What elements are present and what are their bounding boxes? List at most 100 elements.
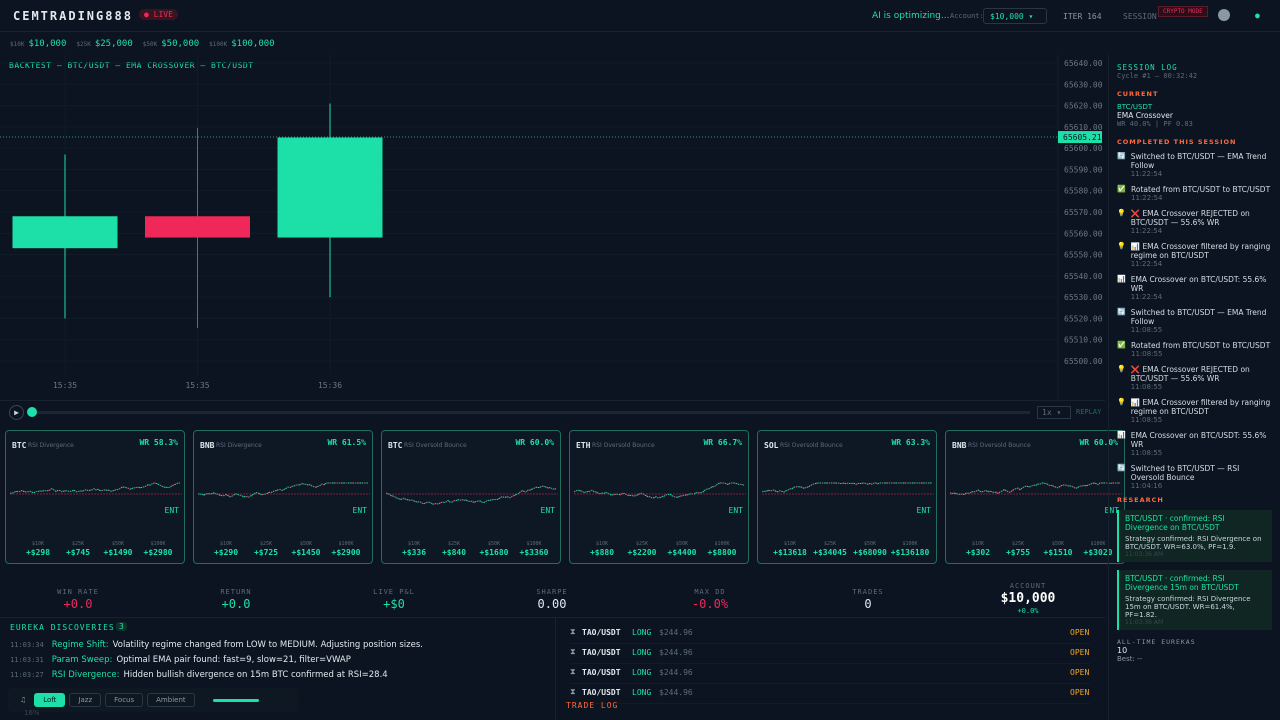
progress-track[interactable]	[30, 411, 1030, 414]
avatar[interactable]	[1218, 9, 1230, 21]
eureka-item: 11:03:31 Param Sweep: Optimal EMA pair fou…	[10, 655, 550, 665]
research-item: BTC/USDT · confirmed: RSI Divergence on …	[1117, 510, 1272, 562]
music-preset[interactable]: Focus	[105, 693, 144, 707]
log-icon: 📊	[1117, 275, 1126, 283]
mode-badge[interactable]: CRYPTO MODE	[1158, 6, 1208, 17]
card-pnl: +$745	[65, 548, 91, 557]
music-preset[interactable]: Jazz	[69, 693, 102, 707]
card-symbol: BNB	[952, 441, 967, 450]
card-level: $10K	[595, 541, 609, 547]
log-text: Rotated from BTC/USDT to BTC/USDT	[1131, 185, 1271, 194]
trade-panel: ⧗ TAO/USDT LONG $244.96 OPEN ⧗ TAO/USDT LONG $24…	[555, 617, 1105, 720]
research-title: BTC/USDT · confirmed: RSI Divergence on …	[1125, 514, 1225, 532]
preset-label: $100K	[209, 41, 228, 48]
eureka-panel: EUREKA DISCOVERIES 3 11:03:34 Regime Shif…	[0, 617, 555, 720]
card-signal: ENT	[916, 506, 931, 515]
log-icon: 📊	[1117, 431, 1126, 439]
strategy-card[interactable]: BTC RSI Oversold Bounce WR 60.0% ENT $10K +$3…	[381, 430, 561, 564]
eureka-item: 11:03:27 RSI Divergence: Hidden bullish di…	[10, 670, 550, 680]
log-icon: 💡	[1117, 209, 1126, 217]
trade-side: LONG	[632, 668, 652, 677]
play-button[interactable]: ▶	[9, 405, 24, 420]
presets: $10K $10,000 $25K $25,000 $50K $50,000 $100K $1…	[10, 39, 285, 49]
preset-value: $10,000	[28, 39, 67, 49]
price-trace	[574, 482, 745, 499]
progress-thumb[interactable]	[27, 407, 37, 417]
strategy-card[interactable]: SOL RSI Oversold Bounce WR 63.3% ENT $10K +$1…	[757, 430, 937, 564]
live-badge: ● LIVE	[139, 9, 178, 20]
strategy-card[interactable]: ETH RSI Oversold Bounce WR 66.7% ENT $10K +$8…	[569, 430, 749, 564]
music-preset[interactable]: Loft	[34, 693, 66, 707]
trade-price: $244.96	[659, 688, 693, 697]
card-strategy: RSI Divergence	[216, 442, 262, 449]
card-pnl: +$34045	[813, 548, 847, 557]
completed-label: COMPLETED THIS SESSION	[1117, 138, 1237, 146]
log-icon: 💡	[1117, 242, 1126, 250]
card-level: $100K	[714, 541, 730, 547]
strategy-card[interactable]: BNB RSI Oversold Bounce WR 60.0% ENT $10K +$3…	[945, 430, 1125, 564]
volume-slider[interactable]	[212, 698, 259, 702]
live-text: LIVE	[153, 10, 173, 19]
log-item: ✅ Rotated from BTC/USDT to BTC/USDT 11:22:…	[1117, 185, 1272, 203]
log-time: 11:04:16	[1130, 482, 1163, 490]
trade-price: $244.96	[659, 648, 693, 657]
y-tick-label: 65540.00	[1064, 272, 1103, 281]
log-text: Switched to BTC/USDT — EMA Trend Follow	[1130, 308, 1267, 326]
research-time: 11:03:36 AM	[1125, 619, 1164, 626]
trade-side: LONG	[632, 688, 652, 697]
log-body: Switched to BTC/USDT — EMA Trend Follow 1…	[1131, 152, 1272, 179]
card-pnl: +$725	[253, 548, 279, 557]
replay[interactable]: REPLAY	[1076, 408, 1102, 416]
card-level: $10K	[31, 541, 45, 547]
account-select[interactable]: $10,000 ▾	[983, 8, 1047, 24]
card-level: $25K	[1011, 541, 1025, 547]
card-pnl: +$880	[589, 548, 615, 557]
log-body: Switched to BTC/USDT — RSI Oversold Boun…	[1131, 464, 1272, 491]
card-pnl: +$336	[401, 548, 427, 557]
card-level: $10K	[971, 541, 985, 547]
card-level: $50K	[299, 541, 313, 547]
card-strategy: RSI Oversold Bounce	[592, 442, 655, 449]
music-preset[interactable]: Ambient	[147, 693, 195, 707]
card-pnl: +$1490	[103, 548, 133, 557]
card-pnl: +$3360	[519, 548, 549, 557]
y-tick-label: 65580.00	[1064, 187, 1103, 196]
sparkline	[198, 482, 370, 498]
log-time: 11:08:55	[1130, 326, 1163, 334]
trade-status: OPEN	[1070, 688, 1090, 697]
iter: ITER 164	[1063, 12, 1102, 21]
card-level: $50K	[675, 541, 689, 547]
log-icon: 🔄	[1117, 152, 1126, 160]
y-tick-label: 65630.00	[1064, 80, 1103, 89]
sparkline	[10, 482, 182, 495]
y-tick-label: 65530.00	[1064, 293, 1103, 302]
card-level: $100K	[338, 541, 354, 547]
log-icon: ✅	[1117, 185, 1126, 193]
card-pnl: +$2900	[331, 548, 361, 557]
research-title: BTC/USDT · confirmed: RSI Divergence 15m…	[1125, 574, 1239, 592]
log-item: 🔄 Switched to BTC/USDT — EMA Trend Follow…	[1117, 308, 1272, 335]
card-level: $100K	[1090, 541, 1106, 547]
preset-value: $50,000	[161, 39, 200, 49]
eureka-kind: RSI Divergence:	[51, 670, 120, 680]
card-level: $10K	[219, 541, 233, 547]
eureka-kind: Param Sweep:	[51, 655, 113, 665]
candle-body	[12, 216, 118, 249]
card-pnl: +$68090	[853, 548, 887, 557]
speed-select[interactable]: 1x ▾	[1037, 406, 1071, 419]
log-time: 11:22:54	[1130, 293, 1163, 301]
y-tick-label: 65590.00	[1064, 165, 1103, 174]
log-time: 11:08:55	[1130, 383, 1163, 391]
log-body: Rotated from BTC/USDT to BTC/USDT 11:22:5…	[1131, 185, 1270, 203]
x-tick-label: 15:35	[185, 381, 209, 390]
log-time: 11:22:54	[1130, 170, 1163, 178]
strategy-card[interactable]: BNB RSI Divergence WR 61.5% ENT $10K +$290 $25…	[193, 430, 373, 564]
eureka-title: EUREKA DISCOVERIES	[10, 623, 115, 632]
strategy-card[interactable]: BTC RSI Divergence WR 58.3% ENT $10K +$298 $25…	[5, 430, 185, 564]
log-time: 11:22:54	[1130, 227, 1163, 235]
y-tick-label: 65600.00	[1064, 144, 1103, 153]
log-icon: ✅	[1117, 341, 1126, 349]
eureka-time: 11:03:34	[10, 641, 44, 649]
log-icon: 🔄	[1117, 308, 1126, 316]
card-level: $100K	[902, 541, 918, 547]
